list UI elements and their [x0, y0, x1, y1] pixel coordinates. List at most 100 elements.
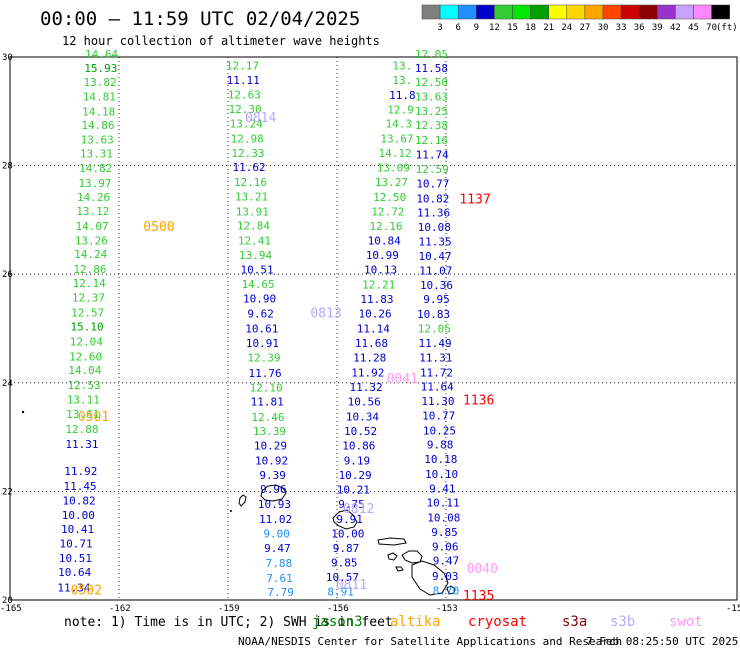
swh-value: 10.51: [240, 264, 273, 277]
swh-value: 9.41: [429, 482, 456, 495]
swh-value: 10.61: [245, 322, 278, 335]
swh-value: 10.83: [417, 308, 450, 321]
swh-value: 11.36: [417, 207, 450, 220]
swh-value: 8.91: [327, 586, 354, 599]
swh-value: 10.47: [418, 250, 451, 263]
x-tick-label: -159: [218, 604, 240, 614]
swh-value: 9.06: [432, 541, 459, 554]
island-kahoolawe: [395, 566, 404, 572]
swh-value: 10.64: [58, 566, 91, 579]
track-time-label: 1136: [463, 394, 494, 409]
legend-swatch: [457, 4, 477, 20]
swh-value: 13.82: [84, 76, 117, 89]
legend-swatch: [548, 4, 568, 20]
swh-value: 11.76: [248, 367, 281, 380]
swh-value: 10.11: [426, 497, 459, 510]
swh-value: 14.65: [242, 278, 275, 291]
swh-value: 10.00: [331, 528, 364, 541]
swh-value: 14.64: [85, 48, 118, 61]
swh-value: 7.79: [267, 586, 294, 599]
legend-swatch: [566, 4, 586, 20]
swh-value: 13.63: [415, 90, 448, 103]
chart-title: 00:00 – 11:59 UTC 02/04/2025: [40, 8, 360, 30]
legend-swatch: [512, 4, 531, 20]
legend-label: 3: [437, 23, 442, 33]
swh-value: 11.72: [420, 366, 453, 379]
swh-value: 11.11: [227, 74, 260, 87]
satellite-name: altika: [390, 614, 441, 630]
y-tick-label: 30: [2, 53, 13, 63]
swh-value: 10.93: [258, 498, 291, 511]
swh-value: 12.84: [237, 220, 270, 233]
swh-value: 8.70: [433, 585, 460, 598]
legend-swatch: [602, 4, 622, 20]
swh-value: 11.58: [415, 62, 448, 75]
legend-swatch: [711, 4, 730, 20]
swh-value: 14.82: [79, 162, 112, 175]
island-hawaii: [411, 560, 449, 596]
swh-value: 10.71: [60, 537, 93, 550]
swh-value: 12.05: [418, 322, 451, 335]
swh-value: 9.88: [427, 439, 454, 452]
satellite-name: cryosat: [468, 614, 527, 630]
island-kauai: [260, 484, 287, 502]
legend-swatch: [421, 4, 441, 20]
swh-value: 12.14: [73, 277, 106, 290]
legend-unit: (ft): [716, 23, 738, 33]
swh-value: 11.31: [65, 438, 98, 451]
legend-swatch: [494, 4, 513, 20]
swh-value: 12.33: [231, 147, 264, 160]
axis-labels: 30 28 26 24 22 20-165 -162 -159 -156 -153 -154: [0, 53, 740, 614]
swh-value: 10.77: [416, 177, 449, 190]
swh-value: 11.92: [351, 366, 384, 379]
swh-value: 11.14: [357, 322, 390, 335]
swh-value: 12.50: [415, 76, 448, 89]
swh-value: 10.56: [348, 396, 381, 409]
swh-value: 10.99: [366, 249, 399, 262]
swh-value: 9.87: [333, 542, 360, 555]
legend-swatch: [675, 4, 694, 20]
swh-value: 13.31: [80, 147, 113, 160]
swh-value: 11.45: [64, 480, 97, 493]
swh-value: 12.41: [238, 234, 271, 247]
swh-value: 13.11: [67, 393, 100, 406]
swh-value: 9.47: [433, 555, 460, 568]
swh-value: 11.07: [419, 265, 452, 278]
swh-value: 9.85: [331, 556, 358, 569]
island-maui: [401, 550, 423, 564]
swh-value: 10.91: [246, 337, 279, 350]
track-time-label: 0500: [143, 220, 174, 235]
swh-value: 9.03: [432, 570, 459, 583]
swh-value: 13.: [392, 74, 412, 87]
legend-label: 42: [670, 23, 681, 33]
swh-value: 10.51: [59, 552, 92, 565]
legend-label: 15: [507, 23, 518, 33]
swh-value: 10.26: [359, 308, 392, 321]
legend-label: 6: [455, 23, 460, 33]
swh-value: 9.96: [260, 483, 287, 496]
track-time-label: 0813: [310, 307, 341, 322]
legend-label: 24: [561, 23, 572, 33]
island-lanai: [387, 552, 398, 561]
swh-value: 10.41: [61, 523, 94, 536]
swh-value: 12.30: [228, 103, 261, 116]
track-time-label: 1137: [459, 193, 490, 208]
swh-value: 14.07: [76, 220, 109, 233]
legend-swatch: [476, 4, 495, 20]
swh-value: 10.86: [342, 440, 375, 453]
legend-label: 45: [688, 23, 699, 33]
swh-value: 12.37: [72, 291, 105, 304]
legend-swatch: [439, 4, 459, 20]
legend-swatch: [584, 4, 604, 20]
swh-value: 11.28: [353, 352, 386, 365]
swh-value: 7.88: [266, 557, 293, 570]
swh-value: 13.91: [236, 206, 269, 219]
swh-values: 14.6415.9313.8214.8114.1814.8613.6313.31…: [57, 48, 460, 599]
swh-value: 12.63: [228, 88, 261, 101]
track-time-label: 0814: [245, 111, 276, 126]
x-tick-label: -165: [0, 604, 22, 614]
swh-value: 10.92: [255, 454, 288, 467]
legend-label: 33: [616, 23, 627, 33]
swh-value: 12.10: [250, 381, 283, 394]
satellite-legend: jason3 altika cryosat s3a s3b swot: [312, 614, 703, 630]
